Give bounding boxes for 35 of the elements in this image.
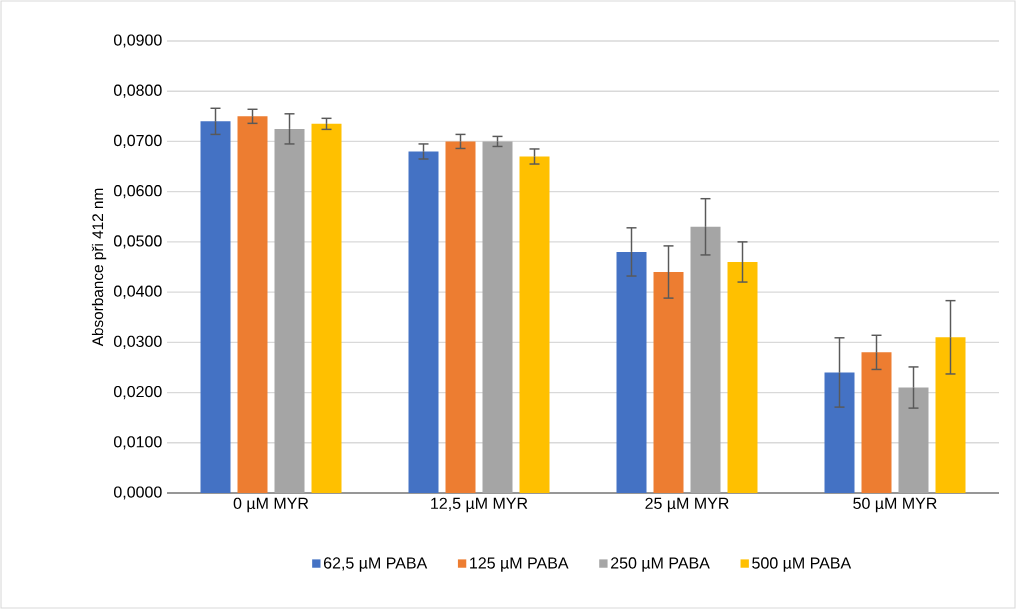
y-axis-title: Absorbance při 412 nm [91,188,107,347]
bar [237,116,268,493]
y-tick-label: 0,0400 [113,285,162,299]
bar [861,352,892,493]
bar [408,151,439,493]
bar [824,372,855,493]
bar [727,261,758,493]
bar [616,251,647,493]
y-tick-label: 0,0700 [113,134,162,149]
y-tick-label: 0,0200 [113,385,162,400]
bar [935,337,966,493]
x-tick-label: 25 µM MYR [645,497,729,513]
bar [445,141,476,493]
x-tick-label: 50 µM MYR [853,497,937,513]
y-tick-label: 0,0000 [113,486,162,500]
y-tick-label: 0,0800 [113,84,162,98]
y-tick-label: 0,0300 [113,335,162,349]
y-tick-label: 0,0100 [113,436,162,450]
bar [274,128,305,493]
y-tick-label: 0,0900 [113,34,162,48]
legend-label: 125 µM PABA [470,557,569,572]
legend-label: 250 µM PABA [611,557,710,572]
y-tick-label: 0,0500 [113,235,162,249]
y-tick-label: 0,0600 [113,185,162,199]
bar [482,141,513,493]
bar [898,387,929,493]
bar [311,123,342,493]
bar [519,156,550,493]
bar [200,121,231,493]
x-tick-label: 0 µM MYR [233,497,309,513]
bar [653,272,684,493]
x-tick-label: 12,5 µM MYR [431,497,528,513]
legend-label: 62,5 µM PABA [323,557,428,572]
legend-label: 500 µM PABA [752,557,852,572]
bar [690,226,721,493]
